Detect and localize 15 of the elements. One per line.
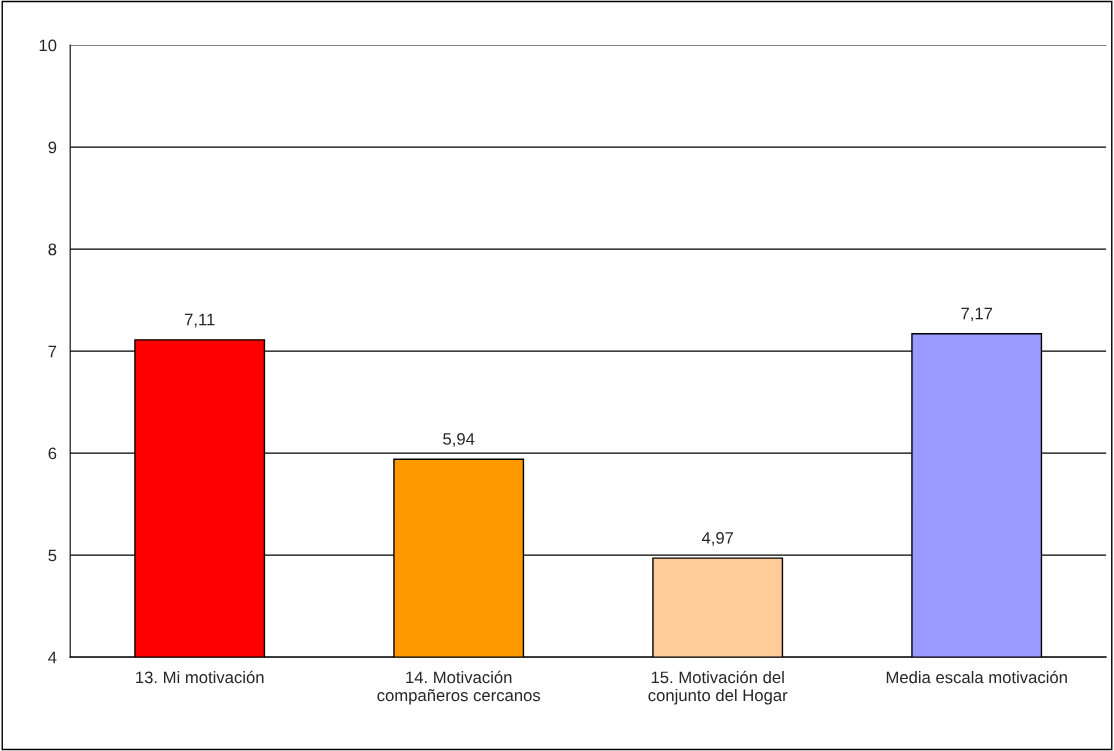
y-tick-label: 5: [48, 549, 57, 562]
x-tick-label: Media escala motivación: [886, 670, 1067, 684]
data-label: 5,94: [443, 433, 475, 447]
x-tick-label: 15. Motivación del conjunto del Hogar: [648, 670, 788, 705]
y-tick-label: 4: [48, 651, 57, 664]
y-tick-label: 8: [48, 243, 57, 256]
x-tick-label: 14. Motivación compañeros cercanos: [377, 670, 541, 705]
y-tick-label: 9: [48, 141, 57, 154]
data-label: 7,17: [961, 307, 993, 322]
x-tick-label: 13. Mi motivación: [136, 670, 264, 684]
y-tick-label: 7: [48, 345, 57, 358]
y-tick-label: 10: [39, 39, 57, 52]
y-tick-label: 6: [48, 447, 57, 460]
data-label: 7,11: [184, 313, 215, 328]
data-label: 4,97: [701, 531, 734, 546]
